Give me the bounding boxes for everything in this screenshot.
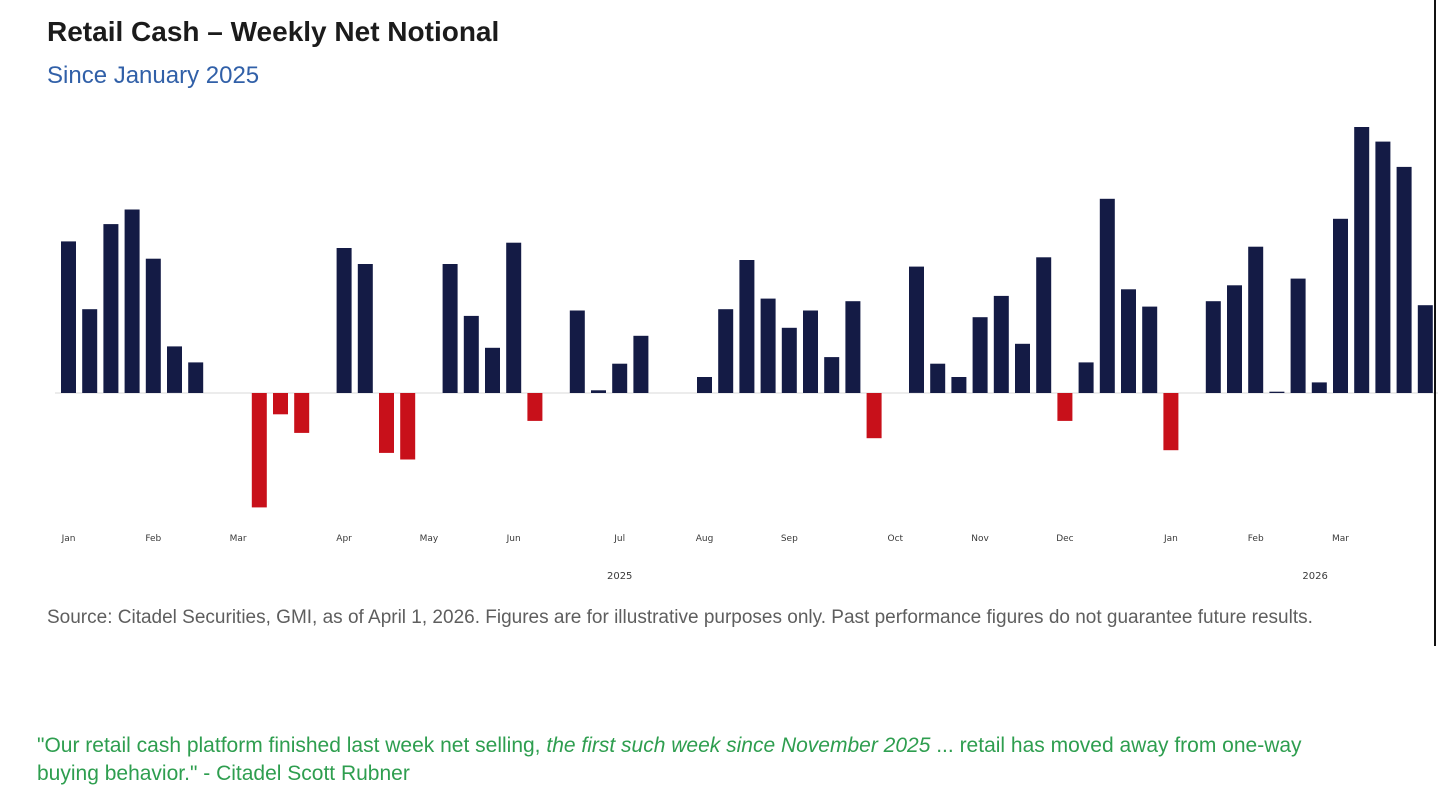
chart-card: Retail Cash – Weekly Net Notional Since … (35, 0, 1438, 646)
bar-week-25 (569, 310, 585, 393)
bar-week-36 (803, 310, 818, 393)
bar-week-32 (718, 309, 734, 393)
month-tick-label: Nov (971, 534, 989, 544)
quote-part-1: "Our retail cash platform finished last … (37, 734, 547, 757)
year-label: 2025 (607, 571, 632, 582)
chart-subtitle: Since January 2025 (47, 62, 260, 89)
month-tick-label: Feb (145, 534, 161, 544)
chart-border (1434, 0, 1436, 646)
bar-week-6 (167, 346, 182, 393)
bar-week-41 (909, 266, 924, 393)
bar-week-33 (739, 260, 755, 393)
month-tick-label: Feb (1248, 534, 1264, 544)
bar-week-21 (485, 347, 500, 393)
month-tick-label: Jun (506, 534, 521, 544)
month-tick-label: Apr (336, 534, 352, 544)
month-tick-label: Dec (1056, 534, 1073, 544)
bar-week-65 (1417, 305, 1433, 393)
bar-week-11 (273, 393, 288, 415)
bar-week-26 (591, 390, 606, 393)
bar-week-31 (697, 377, 712, 393)
bar-week-19 (442, 264, 458, 393)
bar-week-48 (1057, 393, 1073, 421)
bar-week-4 (124, 209, 140, 393)
bar-week-5 (145, 258, 161, 393)
month-tick-label: Aug (696, 534, 714, 544)
bar-week-62 (1354, 127, 1370, 393)
bar-week-50 (1099, 198, 1115, 393)
bar-week-37 (824, 357, 840, 393)
quote-text: "Our retail cash platform finished last … (37, 732, 1317, 788)
bar-week-34 (760, 298, 776, 393)
bar-week-63 (1375, 141, 1391, 393)
bar-week-15 (357, 264, 373, 393)
bar-week-10 (251, 393, 267, 508)
bar-week-57 (1248, 246, 1264, 393)
bar-week-12 (294, 393, 310, 433)
bar-week-64 (1396, 166, 1412, 393)
chart-title: Retail Cash – Weekly Net Notional (47, 16, 500, 47)
bar-week-61 (1333, 218, 1348, 393)
year-label: 2026 (1302, 571, 1327, 582)
bar-week-3 (103, 224, 119, 393)
month-tick-label: Mar (1332, 534, 1349, 544)
month-tick-label: Sep (781, 534, 798, 544)
month-tick-label: Jul (613, 534, 625, 544)
bar-week-20 (463, 315, 479, 393)
bar-week-58 (1269, 391, 1285, 393)
bar-week-59 (1290, 278, 1306, 393)
bar-week-23 (527, 393, 543, 421)
month-tick-label: Mar (230, 534, 247, 544)
bar-week-7 (188, 362, 204, 393)
bar-week-22 (506, 242, 522, 393)
bar-week-55 (1205, 301, 1221, 393)
bar-week-27 (612, 363, 628, 393)
bar-week-53 (1163, 393, 1179, 451)
bar-week-14 (336, 248, 352, 393)
quote-part-3: ... retail has moved away from one-way b… (37, 734, 1302, 785)
bar-week-46 (1015, 343, 1030, 393)
bar-week-52 (1142, 306, 1158, 394)
bar-week-43 (951, 377, 967, 393)
bar-week-56 (1227, 285, 1242, 393)
bar-week-49 (1078, 362, 1094, 393)
month-tick-label: Jan (61, 534, 76, 544)
bar-week-35 (781, 327, 797, 393)
bar-week-51 (1121, 289, 1136, 393)
bar-week-2 (82, 309, 98, 393)
bar-chart: Jan Feb Mar Apr May Jun Jul Aug Sep Oct Nov Dec Jan F… (55, 127, 1438, 582)
bar-week-42 (930, 363, 946, 393)
bar-week-47 (1036, 257, 1052, 393)
bar-week-1 (61, 241, 76, 393)
bar-week-60 (1311, 382, 1327, 393)
bar-week-28 (633, 335, 649, 393)
month-tick-label: Oct (888, 534, 904, 544)
bar-week-38 (845, 301, 861, 393)
source-note: Source: Citadel Securities, GMI, as of A… (47, 607, 1313, 628)
month-tick-label: Jan (1163, 534, 1178, 544)
month-tick-label: May (420, 534, 439, 544)
bar-week-45 (993, 295, 1009, 393)
bar-week-44 (972, 317, 988, 393)
quote-emphasis: the first such week since November 2025 (546, 734, 931, 757)
bar-week-39 (866, 393, 882, 439)
bar-week-17 (400, 393, 416, 460)
bar-week-16 (379, 393, 394, 453)
